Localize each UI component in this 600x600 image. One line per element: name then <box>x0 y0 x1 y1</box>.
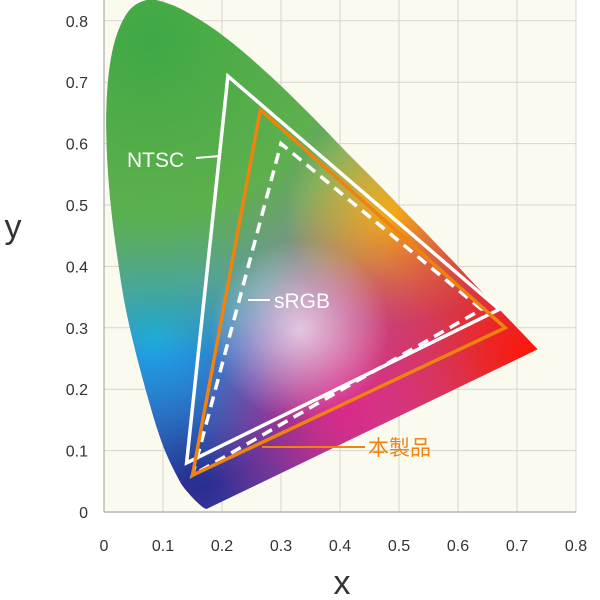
series-label-ntsc: NTSC <box>127 149 184 172</box>
x-axis-ticks: 0 0.1 0.2 0.3 0.4 0.5 0.6 0.7 0.8 <box>100 538 588 555</box>
y-axis-label: y <box>5 208 22 246</box>
srgb-triangle <box>189 140 485 479</box>
y-tick-label: 0.6 <box>66 137 88 154</box>
x-tick-label: 0.1 <box>152 538 174 555</box>
x-tick-label: 0.4 <box>329 538 351 555</box>
gamut-triangles <box>184 72 509 479</box>
x-tick-label: 0.7 <box>506 538 528 555</box>
x-tick-label: 0.5 <box>388 538 410 555</box>
y-tick-label: 0.7 <box>66 75 88 92</box>
series-labels: NTSC sRGB 本製品 <box>127 149 431 460</box>
y-tick-label: 0.3 <box>66 321 88 338</box>
x-tick-label: 0.3 <box>270 538 292 555</box>
y-tick-label: 0 <box>79 505 88 522</box>
series-label-product: 本製品 <box>368 437 431 460</box>
product-triangle <box>190 106 509 479</box>
x-axis-label: x <box>334 564 351 600</box>
x-tick-label: 0 <box>100 538 109 555</box>
x-tick-label: 0.2 <box>211 538 233 555</box>
y-axis-ticks: 0 0.1 0.2 0.3 0.4 0.5 0.6 0.7 0.8 <box>66 14 88 522</box>
x-tick-label: 0.8 <box>565 538 587 555</box>
ntsc-leader-line <box>195 155 221 159</box>
ntsc-triangle <box>184 72 503 466</box>
y-tick-label: 0.1 <box>66 444 88 461</box>
y-tick-label: 0.2 <box>66 382 88 399</box>
series-label-srgb: sRGB <box>274 290 330 313</box>
x-tick-label: 0.6 <box>447 538 469 555</box>
y-tick-label: 0.5 <box>66 198 88 215</box>
y-tick-label: 0.8 <box>66 14 88 31</box>
y-tick-label: 0.4 <box>66 259 88 276</box>
